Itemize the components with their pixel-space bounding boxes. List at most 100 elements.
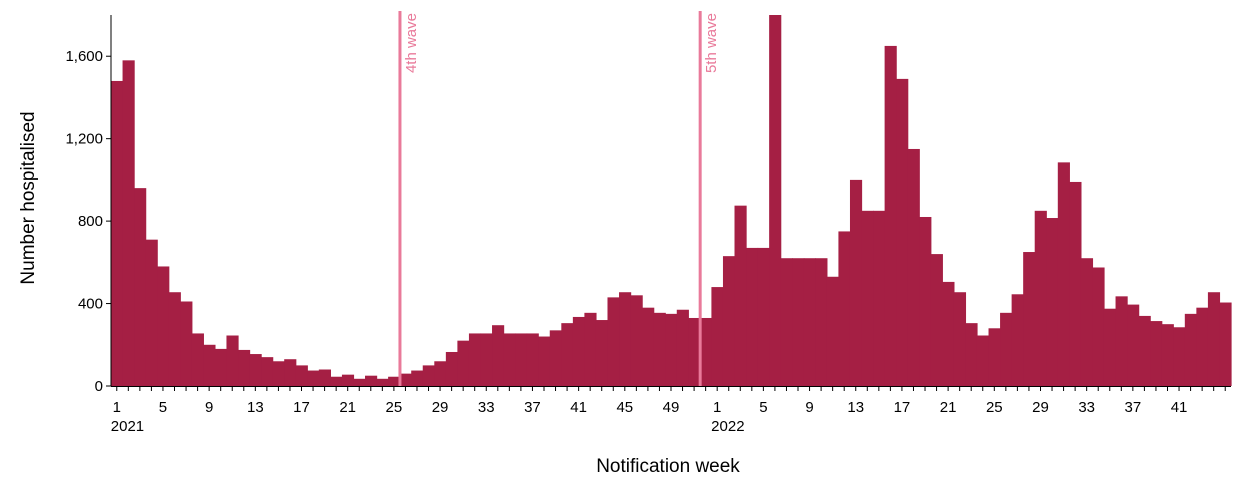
bar [953,292,967,386]
bar [653,312,666,386]
bar [976,335,990,386]
bar [884,45,897,387]
x-tick-label: 9 [805,399,813,416]
bar [757,247,770,386]
bar [676,309,689,386]
bar [1138,315,1151,386]
bar [746,247,759,386]
bar [734,205,747,386]
bar [769,15,782,386]
bar [607,297,620,386]
bar [561,323,574,386]
bar [722,256,736,386]
bar [122,60,135,387]
x-tick-label: 45 [616,399,633,416]
bar [699,317,713,386]
x-tick-label: 5 [159,399,167,416]
bar [1150,321,1163,386]
bar [1034,210,1047,386]
x-tick-label: 41 [570,399,587,416]
x-tick-label: 9 [205,399,213,416]
bar [468,333,482,386]
bar [515,333,528,386]
bar [688,317,701,386]
bar [861,210,874,386]
bar [930,254,943,386]
year-label: 2022 [711,418,744,435]
x-tick-label: 17 [293,399,310,416]
bar [630,295,643,386]
x-tick-label: 33 [1078,399,1095,416]
bar [1057,162,1070,386]
bar [272,361,285,386]
wave-label: 4th wave [403,13,420,73]
bar [330,376,343,386]
bar [1011,294,1024,386]
bar [157,266,170,386]
bar [988,328,1001,386]
bar [1115,296,1128,386]
bar [191,333,204,386]
bar [665,313,678,386]
bar [226,335,239,386]
bar [365,375,378,386]
bar [180,301,193,386]
bar [873,210,886,386]
bar [619,292,632,386]
bar [168,292,181,386]
bar [1023,252,1036,386]
x-tick-label: 21 [940,399,957,416]
x-tick-label: 17 [894,399,911,416]
bar [792,258,805,386]
bar [111,80,124,387]
bar [318,369,331,386]
bar [422,365,435,386]
bar [457,340,470,386]
y-axis-title: Number hospitalised [18,111,39,284]
bar [1103,308,1117,386]
bar [907,148,920,386]
x-tick-label: 25 [986,399,1003,416]
bar [1219,302,1232,386]
bar [249,354,262,386]
bar [595,320,609,386]
bar [1069,181,1082,386]
bar [1161,324,1174,386]
y-tick-label: 400 [78,296,103,313]
x-tick-label: 49 [663,399,680,416]
x-tick-label: 37 [1125,399,1142,416]
bar [711,287,724,386]
bar [526,333,539,386]
x-tick-label: 13 [247,399,264,416]
wave-lines-layer: 4th wave 5th wave [398,11,720,386]
bar [803,258,816,386]
bar [965,323,978,386]
bar [261,357,274,386]
bar [838,231,851,386]
bar [549,330,562,386]
x-tick-label: 29 [432,399,449,416]
x-tick-label: 13 [847,399,864,416]
bar [826,276,840,386]
y-tick-label: 0 [95,378,103,395]
bar [238,349,251,386]
bar [295,365,308,386]
bar [388,376,401,386]
bar [503,333,516,386]
bar [445,351,458,386]
bar [399,373,412,386]
bar [849,179,863,386]
bar [1207,292,1221,386]
bar [411,370,424,386]
bar [145,239,158,386]
bar [1092,267,1105,386]
bar [376,378,389,386]
bar [307,370,320,386]
axes-layer: 0 400 800 1,200 1,600 1 5 9 13 17 21 25 29 33 37 41 45 49… [65,15,1231,435]
x-tick-label: 25 [386,399,403,416]
bar [1046,218,1059,386]
bar [780,258,793,386]
bar [480,333,493,386]
